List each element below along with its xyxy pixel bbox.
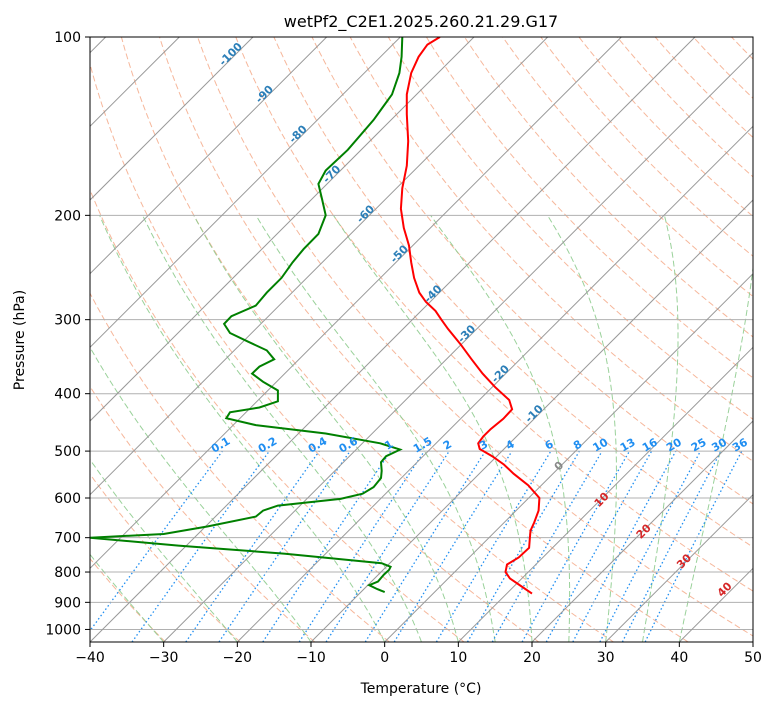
isotherm-line <box>90 37 475 422</box>
dry-adiabat-line <box>235 37 753 592</box>
isotherm-line <box>90 37 622 570</box>
x-tick-label: −20 <box>223 650 253 666</box>
x-axis-ticks: −40 −30 −20 −10 0 10 20 30 40 50 <box>75 642 762 666</box>
chart-title: wetPf2_C2E1.2025.260.21.29.G17 <box>284 12 558 32</box>
x-tick-label: 40 <box>670 650 688 666</box>
mixing-ratio-line <box>298 450 425 642</box>
plot-area: 0.1 0.2 0.4 0.6 1 1.5 2 3 4 6 8 10 13 16 20 25 30 36-100-… <box>90 37 775 642</box>
x-tick-label: 50 <box>744 650 762 666</box>
dry-adiabat-line <box>90 473 241 642</box>
mixing-ratio-line <box>545 450 653 642</box>
y-tick-label: 400 <box>54 387 81 403</box>
dry-adiabat-line <box>159 37 689 642</box>
x-tick-label: 0 <box>380 650 389 666</box>
y-tick-label: 900 <box>54 595 81 611</box>
dewpoint-line <box>90 37 404 594</box>
isotherm-line <box>752 641 753 642</box>
moist-adiabat-line <box>193 215 459 642</box>
mixing-ratio-line <box>131 450 270 642</box>
moist-adiabat-line <box>90 553 165 642</box>
mixing-ratio-line <box>218 450 351 642</box>
moist-adiabat-line <box>678 264 753 642</box>
isotherm-line <box>90 37 254 201</box>
x-tick-label: 10 <box>449 650 467 666</box>
mixing-ratio-line <box>90 450 223 632</box>
dry-adiabat-line <box>90 188 465 642</box>
dry-adiabats <box>90 37 775 642</box>
mixing-ratio-line <box>325 450 450 642</box>
y-tick-label: 500 <box>54 444 81 460</box>
y-tick-label: 300 <box>54 313 81 329</box>
isotherm-line <box>90 37 401 349</box>
y-tick-label: 1000 <box>45 622 81 638</box>
moist-adiabats <box>90 215 753 642</box>
dry-adiabat-line <box>464 37 753 338</box>
isotherm-line <box>236 125 753 642</box>
pressure-grid <box>90 37 753 630</box>
isotherm-line <box>605 493 753 642</box>
isotherm-line <box>531 420 753 642</box>
x-axis-label: Temperature (°C) <box>360 681 482 697</box>
dry-adiabat-line <box>90 292 390 642</box>
isotherm-line <box>457 346 753 642</box>
temperature-line <box>399 37 541 595</box>
y-axis-label: Pressure (hPa) <box>12 290 28 390</box>
mixing-ratio-lines <box>90 450 743 642</box>
dry-adiabat-line <box>349 37 753 462</box>
isotherm-line <box>163 51 753 642</box>
moist-adiabat-line <box>332 215 533 642</box>
isotherm-line <box>384 272 753 642</box>
y-tick-label: 800 <box>54 565 81 581</box>
x-tick-label: 20 <box>523 650 541 666</box>
y-tick-label: 700 <box>54 531 81 547</box>
moist-adiabat-line <box>255 215 496 642</box>
profile-lines <box>90 37 541 595</box>
dry-adiabat-line <box>273 37 753 548</box>
dry-adiabat-line <box>120 37 614 642</box>
plot-frame <box>89 36 754 643</box>
isotherm-line <box>90 37 696 642</box>
dry-adiabat-line <box>90 62 540 642</box>
y-tick-label: 600 <box>54 491 81 507</box>
mixing-ratio-line <box>521 450 631 642</box>
dry-adiabat-line <box>502 37 753 298</box>
isotherm-line <box>90 37 328 275</box>
mixing-ratio-line <box>572 450 677 642</box>
x-tick-label: −10 <box>296 650 326 666</box>
mixing-ratio-line <box>185 450 320 642</box>
dry-adiabat-line <box>770 37 775 642</box>
mixing-ratio-line <box>393 450 513 642</box>
moist-adiabat-line <box>90 346 312 642</box>
y-axis-ticks: 100 200 300 400 500 600 700 800 900 1000 <box>45 30 90 638</box>
moist-adiabat-line <box>547 215 617 642</box>
x-tick-label: 30 <box>597 650 615 666</box>
dry-adiabat-line <box>387 37 753 420</box>
y-tick-label: 200 <box>54 208 81 224</box>
dry-adiabat-line <box>90 557 166 642</box>
dry-adiabat-line <box>311 37 753 505</box>
dry-adiabat-line <box>90 385 316 642</box>
moist-adiabat-line <box>90 458 238 642</box>
moist-adiabat-line <box>642 215 679 642</box>
moist-adiabat-line <box>142 215 422 642</box>
isotherm-line <box>310 199 753 642</box>
mixing-ratio-line <box>644 450 743 642</box>
x-tick-label: −40 <box>75 650 105 666</box>
x-tick-label: −30 <box>149 650 179 666</box>
y-tick-label: 100 <box>54 30 81 46</box>
